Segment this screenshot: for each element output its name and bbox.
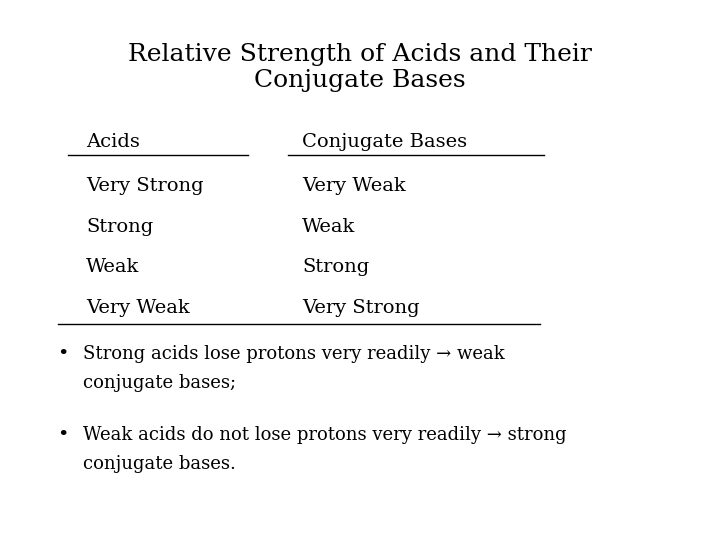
Text: Very Weak: Very Weak (86, 299, 190, 317)
Text: Weak acids do not lose protons very readily → strong: Weak acids do not lose protons very read… (83, 426, 567, 444)
Text: Relative Strength of Acids and Their
Conjugate Bases: Relative Strength of Acids and Their Con… (128, 43, 592, 92)
Text: Weak: Weak (302, 218, 356, 236)
Text: Conjugate Bases: Conjugate Bases (302, 133, 467, 151)
Text: Very Weak: Very Weak (302, 177, 406, 195)
Text: Very Strong: Very Strong (302, 299, 420, 317)
Text: Acids: Acids (86, 133, 140, 151)
Text: Strong: Strong (302, 258, 369, 276)
Text: •: • (58, 345, 69, 363)
Text: conjugate bases;: conjugate bases; (83, 374, 236, 393)
Text: Weak: Weak (86, 258, 140, 276)
Text: conjugate bases.: conjugate bases. (83, 455, 235, 474)
Text: •: • (58, 426, 69, 444)
Text: Strong acids lose protons very readily → weak: Strong acids lose protons very readily →… (83, 345, 505, 363)
Text: Strong: Strong (86, 218, 153, 236)
Text: Very Strong: Very Strong (86, 177, 204, 195)
